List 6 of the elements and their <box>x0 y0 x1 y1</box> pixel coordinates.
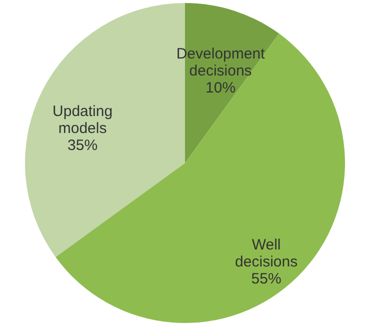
data-label: 10% <box>206 80 236 97</box>
slice-label: Updating models <box>52 102 113 137</box>
data-label: 55% <box>251 270 282 288</box>
pie-slice <box>56 34 345 323</box>
slice-label: Well decisions <box>235 236 298 270</box>
data-label: 35% <box>68 136 98 154</box>
